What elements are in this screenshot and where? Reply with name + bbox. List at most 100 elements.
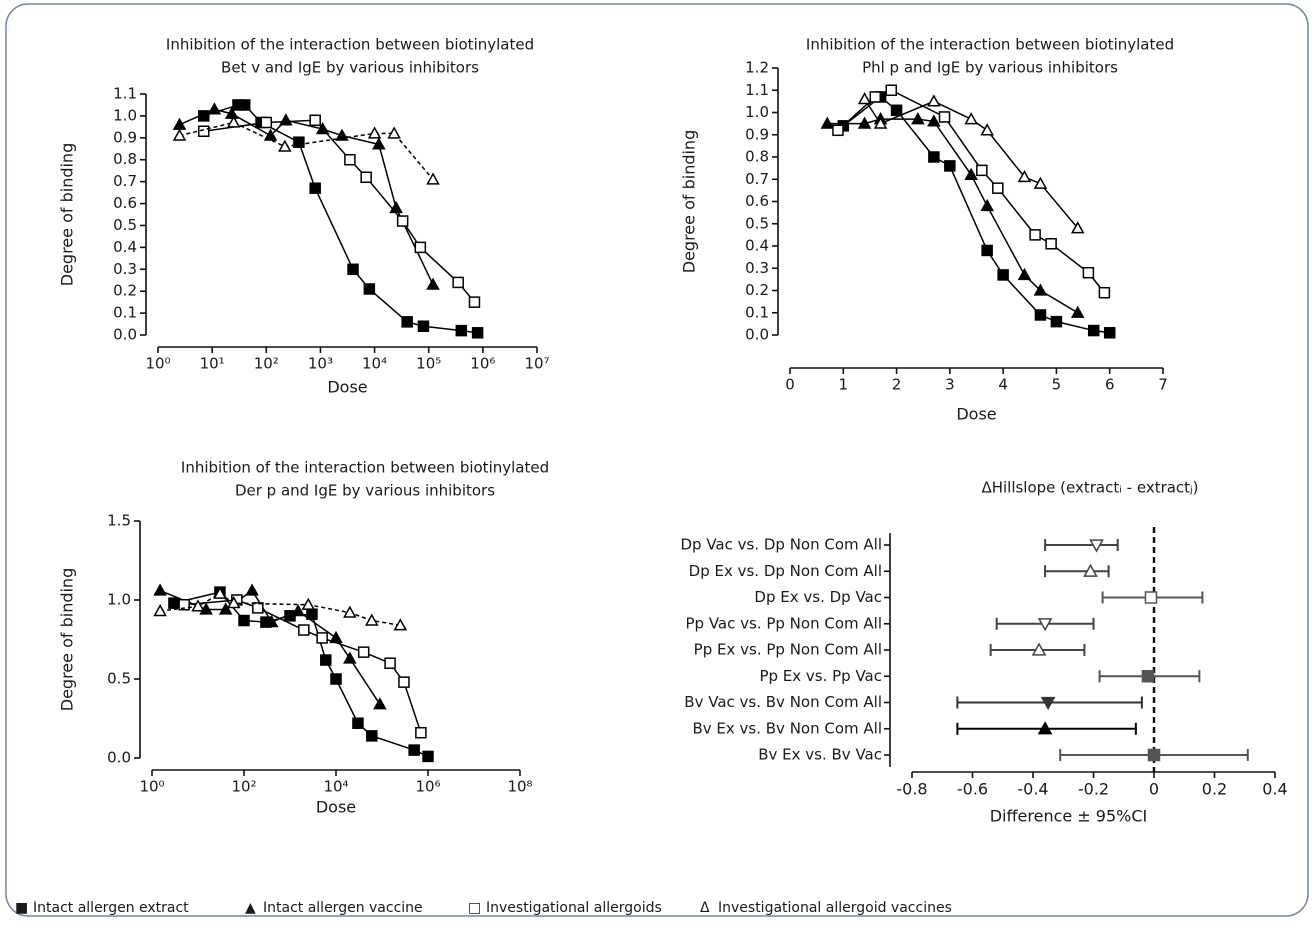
- x-tick-label: 10⁷: [524, 355, 549, 373]
- marker: [260, 116, 273, 129]
- marker: [384, 657, 396, 669]
- marker: [393, 618, 408, 631]
- marker: [218, 602, 233, 615]
- x-tick-label: 0.2: [1202, 780, 1227, 799]
- marker: [301, 597, 316, 610]
- marker: [1045, 238, 1057, 250]
- legend-marker: Δ: [700, 900, 710, 916]
- category-label: Dp Ex vs. Dp Non Com All: [689, 562, 882, 580]
- y-tick-label: 0.0: [745, 326, 769, 344]
- marker: [981, 244, 993, 257]
- legend-marker: ■: [15, 900, 28, 916]
- marker: [992, 182, 1004, 194]
- x-tick-label: 10⁸: [507, 778, 532, 796]
- marker: [191, 599, 205, 612]
- marker: [869, 91, 882, 103]
- x-tick-label: 1: [839, 376, 849, 394]
- y-axis-label: Degree of binding: [680, 130, 699, 273]
- legend-label: Intact allergen vaccine: [263, 900, 423, 916]
- marker: [414, 241, 427, 254]
- marker: [455, 324, 468, 337]
- marker: [238, 614, 250, 627]
- marker: [1082, 266, 1095, 279]
- marker: [207, 102, 222, 115]
- x-axis-label: Difference ± 95%CI: [990, 807, 1148, 826]
- marker: [1033, 283, 1048, 296]
- marker: [373, 697, 387, 710]
- x-tick-label: 10⁰: [145, 355, 170, 373]
- marker: [344, 153, 356, 166]
- marker: [263, 128, 278, 141]
- marker: [820, 116, 835, 129]
- x-tick-label: 0.4: [1262, 780, 1287, 799]
- marker: [997, 269, 1009, 281]
- marker: [213, 586, 227, 599]
- x-tick-label: 10¹: [200, 355, 225, 373]
- marker: [365, 613, 379, 626]
- y-tick-label: 0.2: [113, 282, 137, 300]
- marker: [426, 277, 440, 290]
- marker: [1089, 539, 1104, 553]
- y-tick-label: 0.1: [745, 303, 769, 321]
- x-tick-label: 2: [892, 376, 902, 394]
- marker: [422, 750, 434, 763]
- marker: [890, 104, 903, 117]
- marker: [387, 126, 401, 139]
- marker: [172, 128, 187, 141]
- marker: [224, 106, 239, 119]
- chart-title: Bet v and IgE by various inhibitors: [221, 59, 479, 77]
- y-tick-label: 0.4: [113, 238, 137, 256]
- marker: [976, 164, 988, 177]
- y-tick-label: 0.1: [113, 304, 137, 322]
- marker: [938, 111, 951, 123]
- y-tick-label: 0.6: [113, 194, 137, 212]
- y-tick-label: 1.1: [113, 85, 137, 103]
- legend-label: Investigational allergoids: [486, 900, 662, 916]
- x-tick-label: 10⁰: [139, 778, 164, 796]
- marker: [401, 316, 413, 328]
- category-label: Dp Vac vs. Dp Non Com All: [680, 536, 882, 554]
- series-line: [160, 592, 401, 627]
- marker: [330, 673, 342, 685]
- x-tick-label: 10³: [308, 355, 333, 373]
- x-tick-label: 4: [998, 376, 1008, 394]
- category-label: Pp Vac vs. Pp Non Com All: [685, 614, 882, 632]
- marker: [398, 676, 410, 688]
- marker: [471, 327, 484, 339]
- marker: [980, 198, 994, 212]
- chart-title: Der p and IgE by various inhibitors: [235, 482, 495, 500]
- marker: [238, 99, 251, 111]
- series-line: [827, 118, 1079, 314]
- marker: [1033, 176, 1048, 189]
- y-tick-label: 0.3: [113, 260, 137, 278]
- marker: [911, 112, 925, 125]
- x-tick-label: 10⁴: [323, 778, 348, 796]
- marker: [1050, 315, 1063, 328]
- x-tick-label: 7: [1158, 376, 1168, 394]
- marker: [832, 124, 844, 137]
- marker: [372, 137, 386, 150]
- frame: [5, 3, 1309, 917]
- marker: [1103, 327, 1116, 339]
- legend-marker: ▲: [245, 900, 256, 916]
- marker: [343, 605, 357, 618]
- x-tick-label: 10⁶: [415, 778, 440, 796]
- y-tick-label: 1.0: [113, 106, 137, 124]
- x-tick-label: -0.6: [957, 780, 988, 799]
- y-tick-label: 1.1: [745, 81, 769, 99]
- x-tick-label: 10⁴: [362, 355, 387, 373]
- x-tick-label: 10²: [254, 355, 279, 373]
- marker: [198, 125, 210, 137]
- y-tick-label: 0.4: [745, 237, 769, 255]
- marker: [363, 283, 376, 295]
- y-axis-label: Degree of binding: [58, 143, 77, 286]
- marker: [1141, 670, 1155, 683]
- marker: [291, 604, 305, 617]
- chart-title: ΔHillslope (extractᵢ - extractⱼ): [981, 479, 1198, 497]
- x-axis-label: Dose: [956, 405, 996, 424]
- marker: [316, 632, 328, 644]
- marker: [1070, 305, 1085, 318]
- x-tick-label: 0: [1149, 780, 1159, 799]
- marker: [264, 615, 279, 628]
